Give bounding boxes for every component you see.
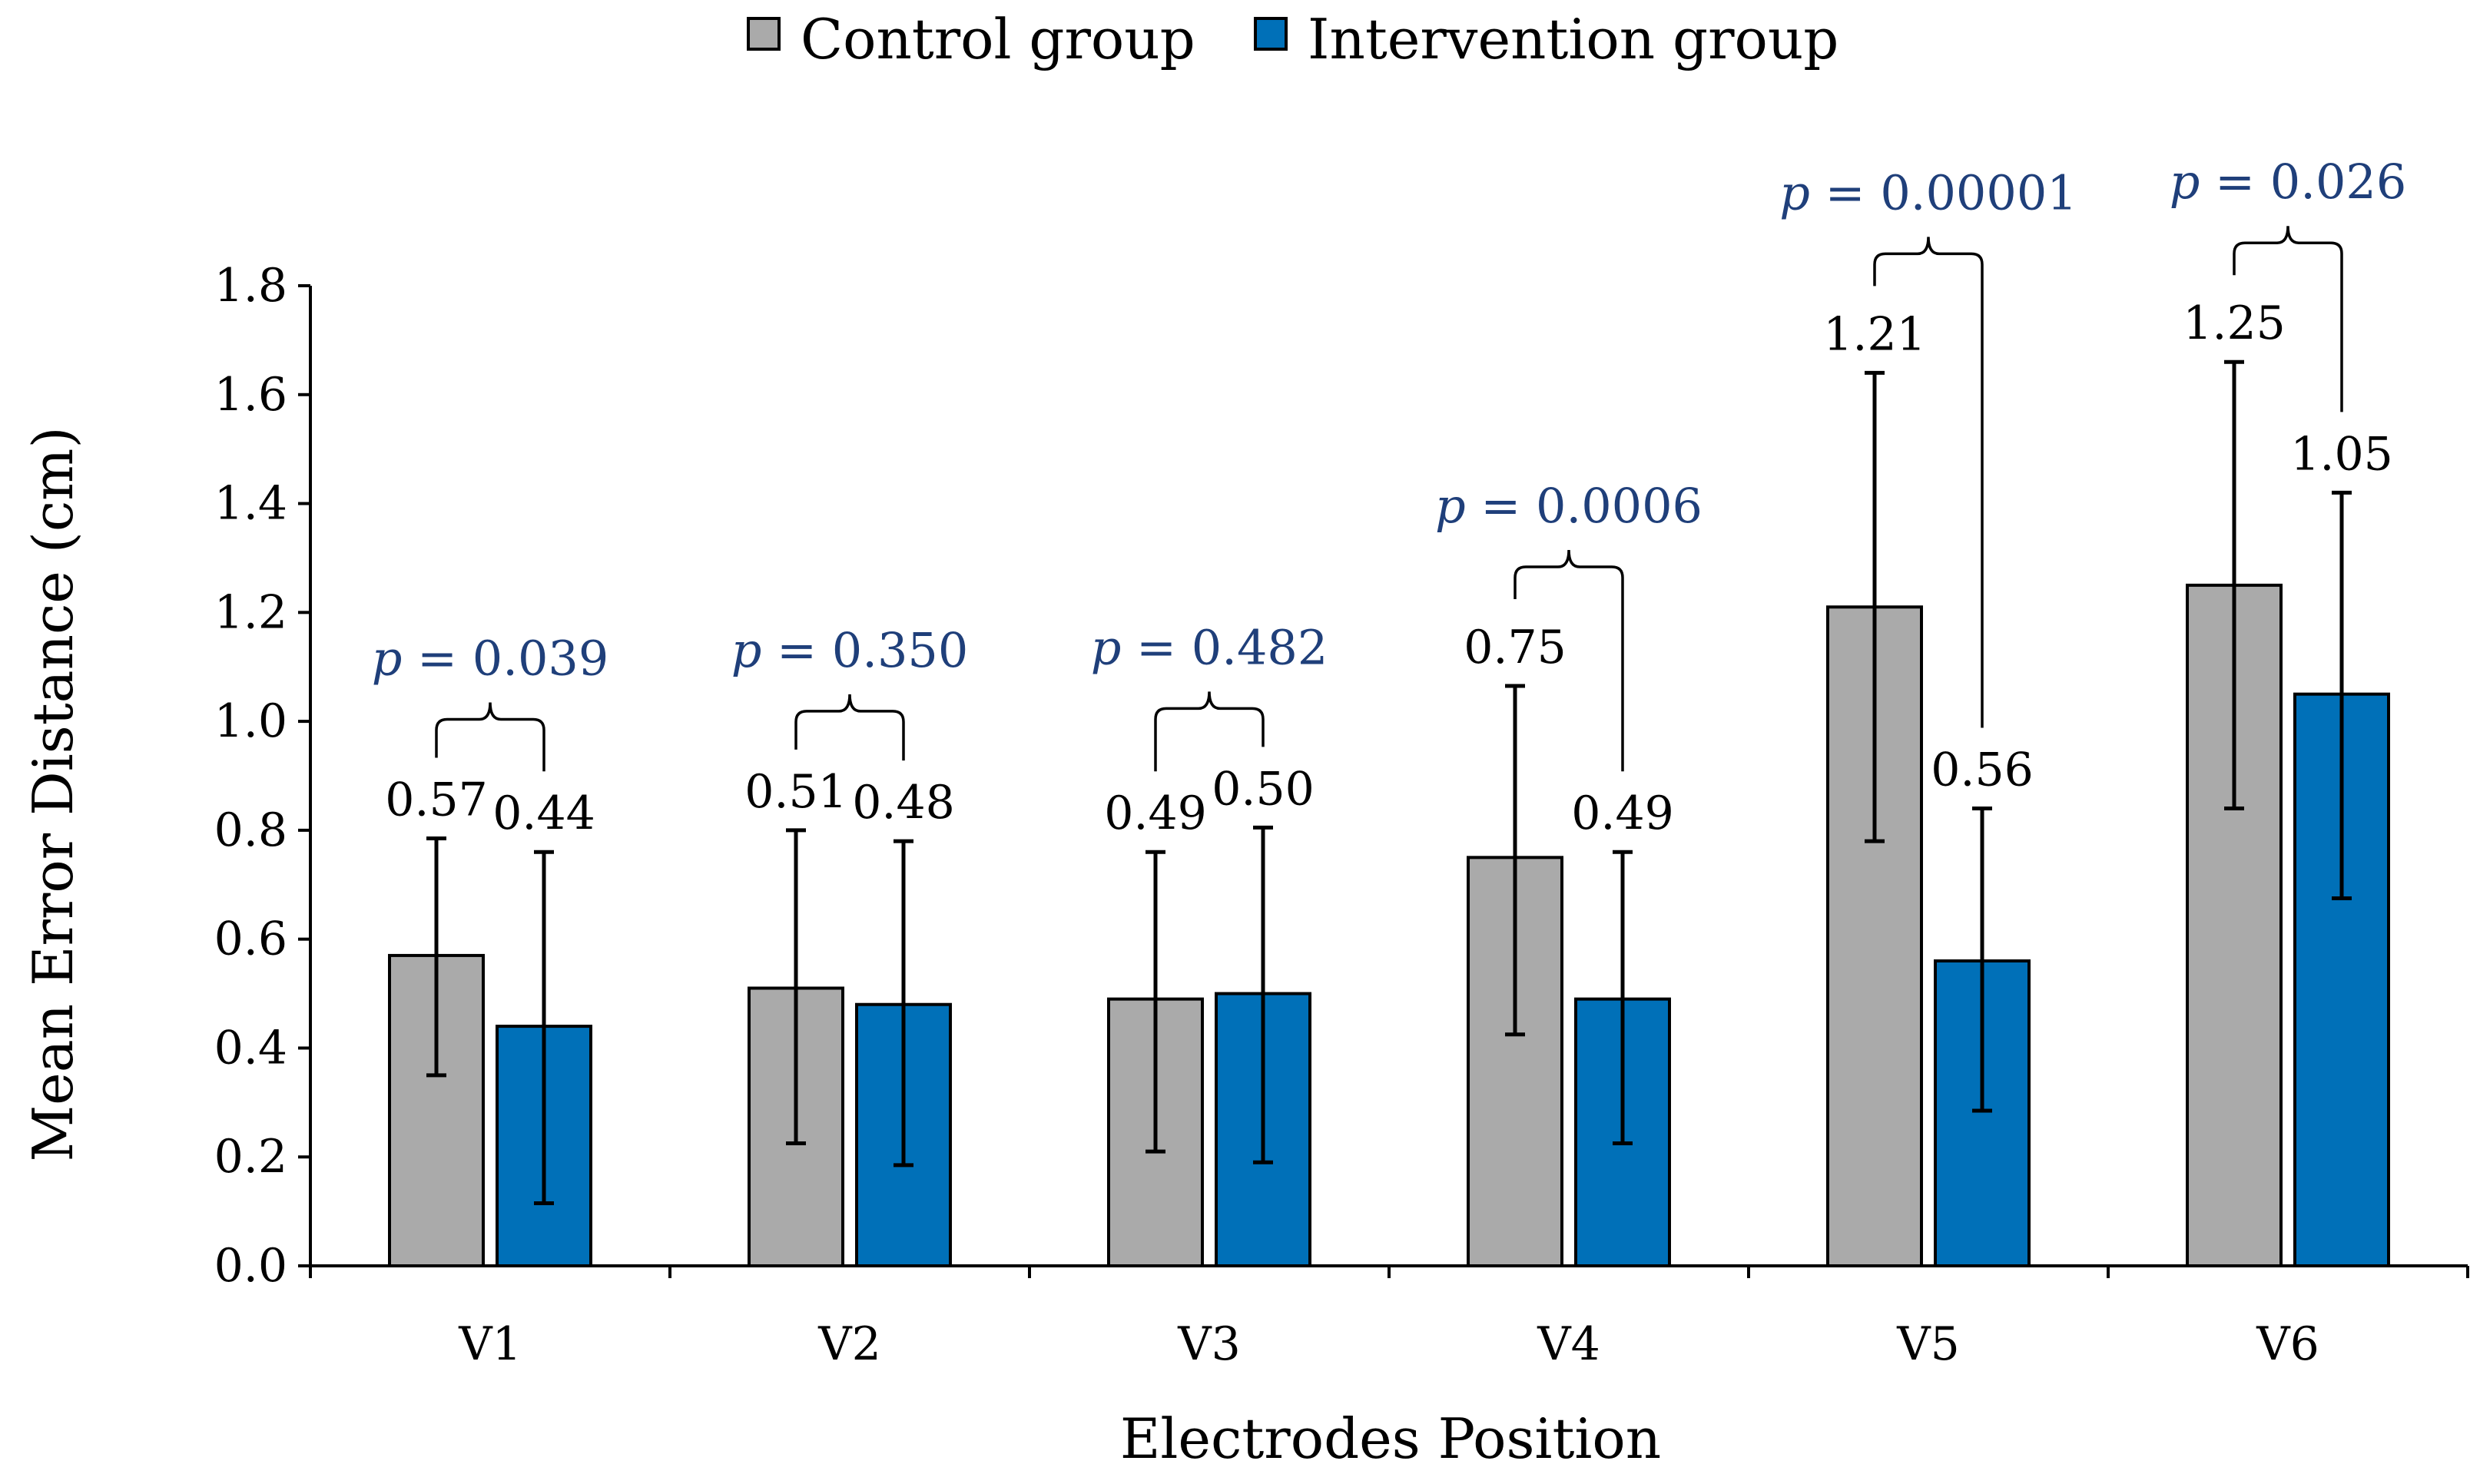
y-tick-label: 0.2 bbox=[214, 1130, 287, 1184]
y-axis: 0.0 0.2 0.4 0.6 0.8 1.0 1.2 1.4 1.6 1.8 bbox=[214, 259, 312, 1293]
p-value-label: p = 0.039 bbox=[372, 631, 609, 687]
legend-swatch-intervention bbox=[1254, 17, 1288, 51]
y-tick-label: 1.0 bbox=[214, 694, 287, 748]
data-label: 0.49 bbox=[1571, 787, 1674, 840]
data-label: 0.49 bbox=[1104, 787, 1207, 840]
data-label: 0.57 bbox=[385, 773, 488, 827]
y-tick-label: 1.2 bbox=[214, 585, 287, 639]
legend: Control group Intervention group bbox=[747, 7, 1838, 71]
p-value-label: p = 0.482 bbox=[1091, 619, 1328, 675]
p-value-label: p = 0.0006 bbox=[1435, 478, 1703, 534]
data-label: 1.05 bbox=[2290, 427, 2393, 481]
p-symbol: p bbox=[1435, 478, 1466, 534]
data-label: 1.21 bbox=[1823, 307, 1926, 361]
x-tick-label: V3 bbox=[1177, 1317, 1241, 1371]
y-axis-title: Mean Error Distance (cm) bbox=[21, 426, 85, 1161]
bars bbox=[388, 583, 2390, 1268]
y-tick-label: 0.0 bbox=[214, 1239, 287, 1293]
x-axis: V1 V2 V3 V4 V5 V6 bbox=[309, 1264, 2469, 1371]
y-tick-label: 0.6 bbox=[214, 913, 287, 966]
x-tick-label: V2 bbox=[817, 1317, 881, 1371]
x-tick-label: V4 bbox=[1537, 1317, 1600, 1371]
p-value-label: p = 0.026 bbox=[2170, 154, 2407, 210]
y-tick-label: 1.4 bbox=[214, 477, 287, 531]
x-axis-title: Electrodes Position bbox=[1120, 1406, 1661, 1471]
data-labels: 0.57 0.51 0.490.751.21 1.250.44 0.48 0.50 0.49… bbox=[385, 296, 2393, 840]
x-tick-label: V5 bbox=[1896, 1317, 1960, 1371]
p-value: = 0.482 bbox=[1121, 619, 1328, 675]
p-value-label: p = 0.00001 bbox=[1779, 164, 2077, 220]
y-tick-label: 0.4 bbox=[214, 1021, 287, 1075]
p-value: = 0.026 bbox=[2200, 154, 2406, 210]
p-value: = 0.350 bbox=[761, 622, 968, 678]
data-label: 1.25 bbox=[2183, 296, 2286, 350]
significance-bracket bbox=[1154, 691, 1265, 772]
significance-bracket bbox=[794, 694, 905, 761]
y-tick-label: 0.8 bbox=[214, 803, 287, 857]
p-value: = 0.0006 bbox=[1466, 478, 1703, 534]
p-value-label: p = 0.350 bbox=[731, 622, 969, 678]
legend-swatch-control bbox=[747, 17, 781, 51]
y-tick-label: 1.6 bbox=[214, 368, 287, 422]
x-tick-label: V1 bbox=[458, 1317, 522, 1371]
data-label: 0.50 bbox=[1212, 762, 1315, 816]
data-label: 0.48 bbox=[852, 776, 955, 830]
legend-label-control: Control group bbox=[801, 7, 1195, 71]
legend-label-intervention: Intervention group bbox=[1308, 7, 1838, 71]
p-symbol: p bbox=[372, 631, 403, 687]
error-bars bbox=[426, 359, 2352, 1205]
data-label: 0.44 bbox=[492, 787, 595, 840]
p-symbol: p bbox=[1779, 164, 1810, 220]
data-label: 0.56 bbox=[1931, 744, 2034, 797]
y-tick-label: 1.8 bbox=[214, 259, 287, 313]
p-symbol: p bbox=[731, 622, 762, 678]
p-value: = 0.039 bbox=[402, 631, 608, 687]
p-value: = 0.00001 bbox=[1810, 164, 2077, 220]
p-symbol: p bbox=[2170, 154, 2200, 210]
x-tick-label: V6 bbox=[2256, 1317, 2319, 1371]
data-label: 0.51 bbox=[744, 765, 847, 819]
data-label: 0.75 bbox=[1464, 621, 1567, 674]
p-symbol: p bbox=[1091, 619, 1122, 675]
significance-bracket bbox=[435, 702, 545, 772]
